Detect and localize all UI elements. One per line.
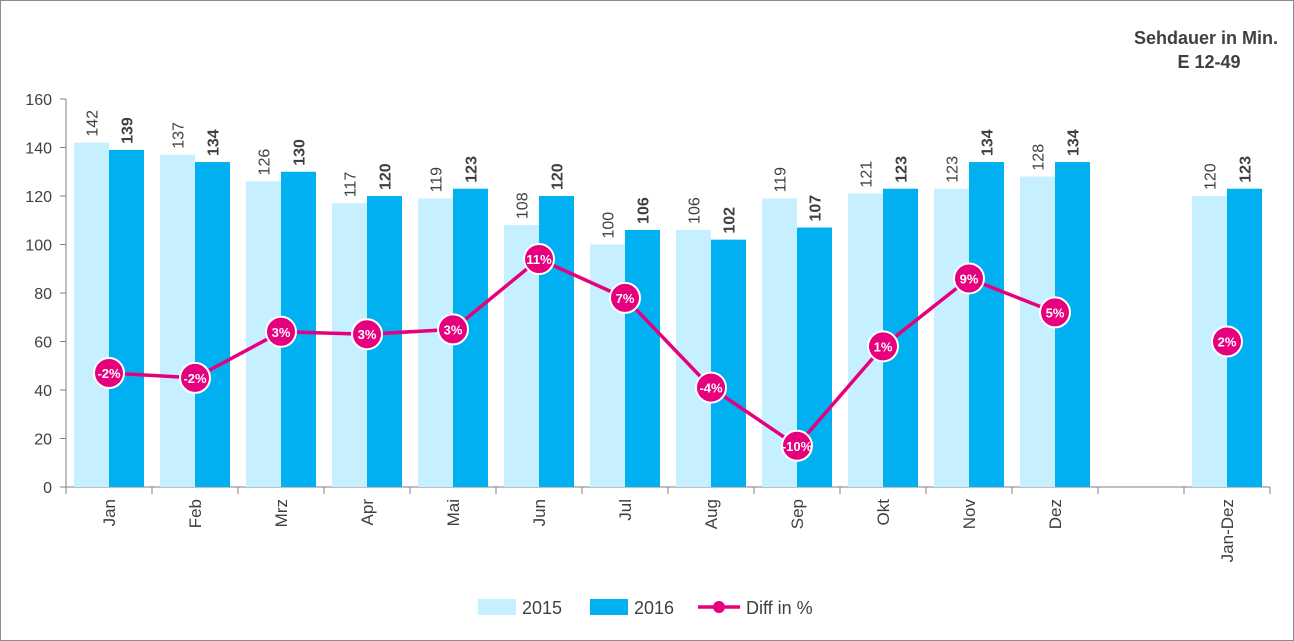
diff-point (953, 262, 985, 295)
diff-label: -2% (183, 371, 207, 386)
x-tick-label: Okt (874, 499, 893, 526)
diff-label: 7% (616, 291, 635, 306)
x-tick-label: Jan-Dez (1218, 499, 1237, 562)
legend-swatch-diff-marker (713, 601, 725, 613)
x-tick-label: Jul (616, 499, 635, 521)
bar-2015 (1020, 176, 1055, 487)
bar-2016 (969, 162, 1004, 488)
x-tick-label: Jun (530, 499, 549, 526)
diff-point (1039, 296, 1071, 329)
annotation-line1: Sehdauer in Min. (1133, 28, 1278, 48)
diff-label: 3% (358, 327, 377, 342)
y-tick-label: 140 (25, 141, 52, 158)
diff-point (437, 313, 469, 346)
diff-point (781, 429, 813, 462)
y-tick-label: 80 (34, 286, 52, 303)
diff-label: 11% (526, 252, 552, 267)
annotation-line2: E 12-49 (1177, 52, 1241, 72)
legend-swatch-2016 (590, 599, 628, 615)
bar-label-2015: 117 (343, 172, 360, 198)
diff-point (265, 315, 297, 348)
diff-label: 9% (960, 271, 979, 286)
x-tick-label: Feb (186, 499, 205, 528)
bar-label-2016: 134 (206, 129, 223, 156)
y-tick-label: 0 (43, 480, 52, 497)
bar-label-2016: 102 (722, 207, 739, 234)
diff-point (523, 243, 555, 276)
diff-label: 2% (1218, 335, 1237, 350)
x-tick-label: Apr (358, 499, 377, 526)
diff-point (695, 371, 727, 404)
bar-label-2016: 120 (550, 163, 567, 190)
y-tick-label: 20 (34, 432, 52, 449)
y-tick-label: 100 (25, 238, 52, 255)
bar-2016 (711, 239, 746, 487)
bar-label-2015: 100 (601, 212, 618, 239)
diff-line (108, 257, 1056, 448)
bar-2015 (160, 154, 195, 487)
bar-label-2016: 130 (292, 139, 309, 166)
diff-point (179, 361, 211, 394)
bar-label-2015: 106 (687, 197, 704, 224)
diff-label: 5% (1046, 305, 1065, 320)
bar-2016 (625, 229, 660, 487)
bar-label-2016: 123 (894, 156, 911, 183)
bar-2016 (539, 196, 574, 487)
bar-label-2016: 106 (636, 197, 653, 224)
x-tick-label: Mai (444, 499, 463, 526)
bar-2016 (109, 149, 144, 488)
bar-label-2016: 134 (980, 129, 997, 156)
bar-label-2015: 142 (85, 110, 102, 137)
diff-label: 3% (444, 322, 463, 337)
bar-label-2016: 123 (1238, 156, 1255, 183)
bar-2015 (74, 142, 109, 487)
x-tick-label: Jan (100, 499, 119, 526)
x-tick-label: Aug (702, 499, 721, 529)
x-tick-label: Mrz (272, 499, 291, 527)
chart-annotation: Sehdauer in Min. E 12-49 (1134, 26, 1278, 74)
bar-label-2015: 119 (773, 167, 790, 193)
diff-label: 3% (272, 325, 291, 340)
bar-2015 (934, 188, 969, 487)
diff-label: -10% (782, 439, 813, 454)
diff-point (867, 330, 899, 363)
diff-point (1211, 325, 1243, 358)
diff-point (93, 357, 125, 390)
bar-label-2016: 123 (464, 156, 481, 183)
bar-2016 (195, 162, 230, 488)
bar-label-2016: 139 (120, 117, 137, 144)
legend-label-2015: 2015 (522, 598, 562, 618)
y-tick-label: 160 (25, 92, 52, 109)
bar-label-2016: 120 (378, 163, 395, 190)
diff-point (609, 281, 641, 314)
x-tick-label: Nov (960, 499, 979, 530)
bar-label-2016: 107 (808, 195, 825, 222)
legend-swatch-2015 (478, 599, 516, 615)
legend-label-diff: Diff in % (746, 598, 813, 618)
x-tick-label: Dez (1046, 499, 1065, 529)
y-tick-label: 40 (34, 383, 52, 400)
diff-label: -2% (97, 366, 121, 381)
diff-point (351, 318, 383, 351)
x-tick-label: Sep (788, 499, 807, 529)
bar-label-2015: 120 (1203, 163, 1220, 190)
y-tick-label: 60 (34, 335, 52, 352)
bar-label-2015: 126 (257, 149, 274, 176)
bar-label-2015: 108 (515, 192, 532, 219)
bar-label-2015: 128 (1031, 144, 1048, 171)
legend-label-2016: 2016 (634, 598, 674, 618)
bar-label-2015: 123 (945, 156, 962, 183)
bar-label-2015: 119 (429, 167, 446, 193)
bar-label-2015: 121 (859, 161, 876, 188)
bar-2015 (590, 244, 625, 487)
y-tick-label: 120 (25, 189, 52, 206)
diff-label: 1% (874, 339, 893, 354)
bar-label-2015: 137 (171, 122, 188, 149)
bar-label-2016: 134 (1066, 129, 1083, 156)
diff-label: -4% (699, 381, 723, 396)
